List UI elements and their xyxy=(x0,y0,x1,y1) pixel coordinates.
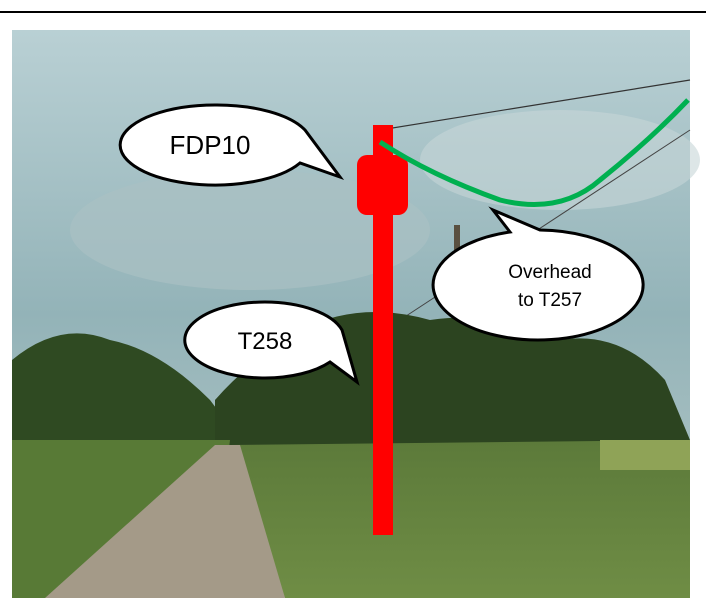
fdp-marker xyxy=(357,155,408,215)
callout-line: Overhead xyxy=(508,262,591,283)
annotated-photo: FDP10 T258 Overhead to T257 xyxy=(0,0,706,598)
page: {"callouts": [ {"label": "FDP10"}, {"lab… xyxy=(0,0,706,598)
callout-label: FDP10 xyxy=(170,130,251,160)
callout-line: to T257 xyxy=(518,290,582,311)
callout-label: T258 xyxy=(238,328,293,355)
